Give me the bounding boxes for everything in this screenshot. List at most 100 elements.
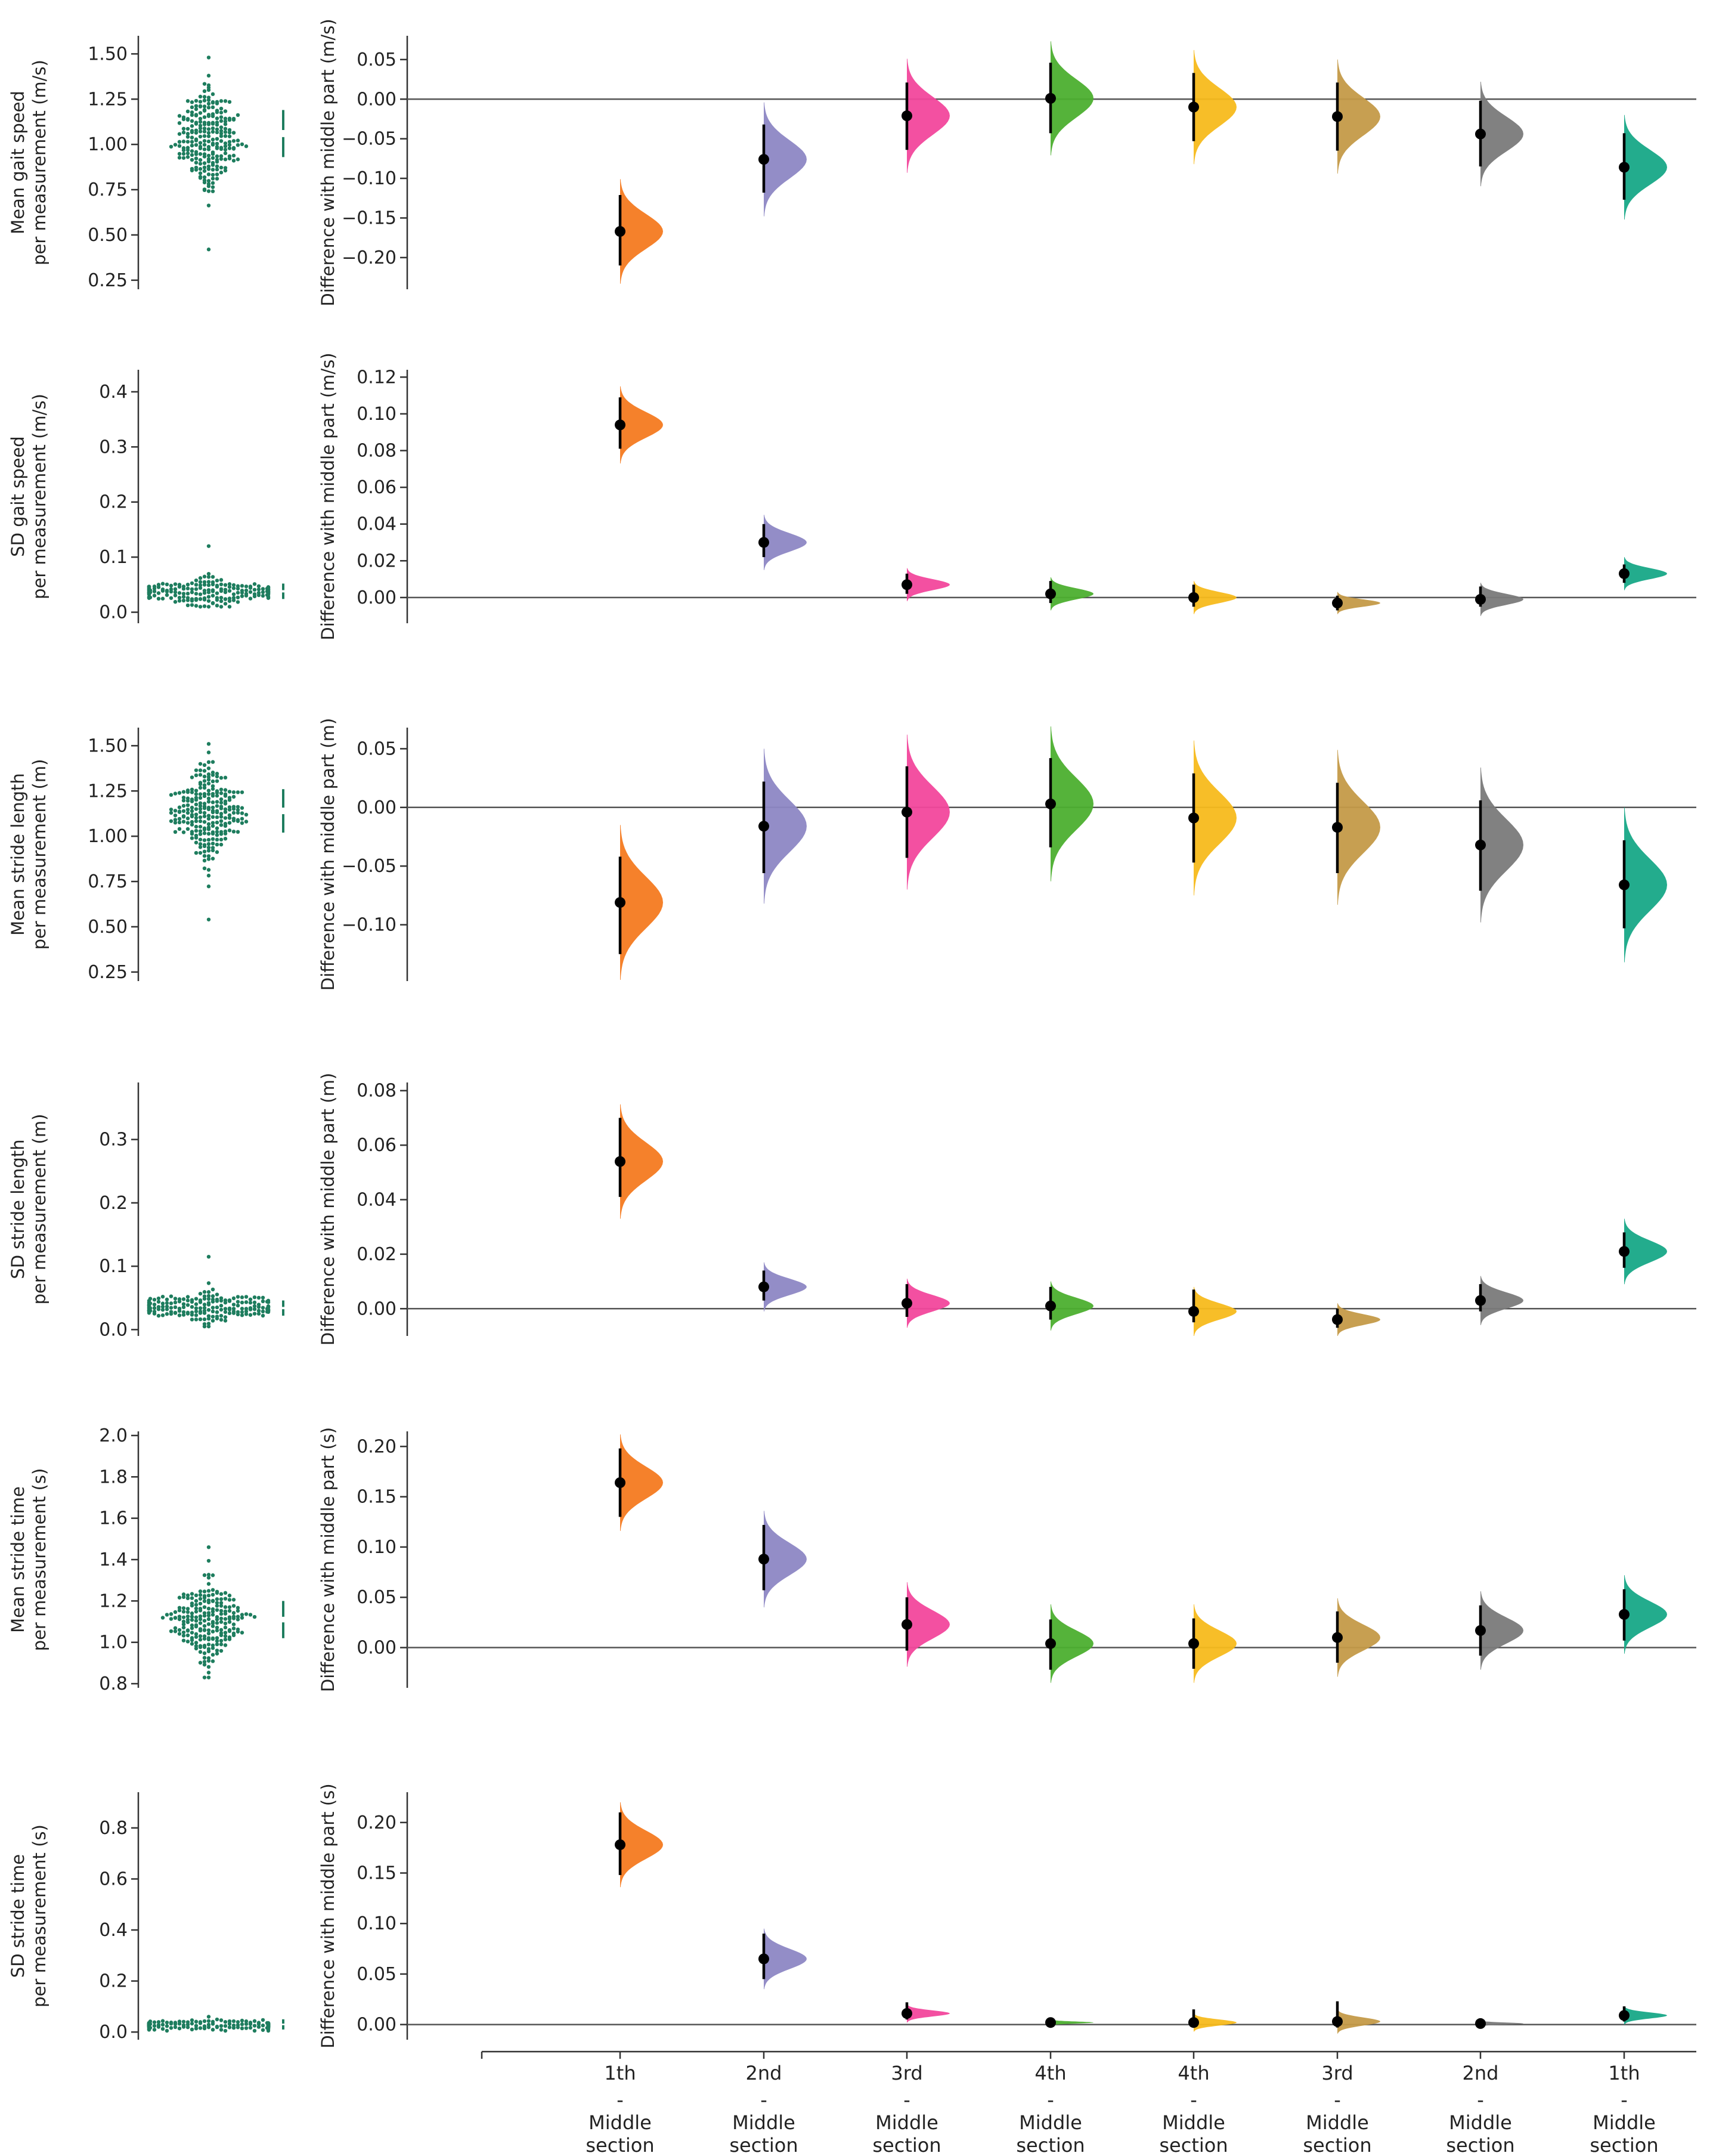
raw-data-point xyxy=(194,113,199,117)
raw-data-point xyxy=(169,819,174,823)
raw-data-point xyxy=(190,1596,194,1600)
raw-data-point xyxy=(266,1300,271,1304)
raw-data-point xyxy=(215,1636,219,1640)
raw-data-point xyxy=(206,884,211,889)
raw-data-point xyxy=(219,1638,224,1643)
raw-data-point xyxy=(202,858,207,863)
raw-y-tick-label: 1.2 xyxy=(99,1591,128,1611)
raw-data-point xyxy=(223,824,228,828)
raw-data-point xyxy=(202,139,207,143)
raw-data-point xyxy=(210,1588,215,1592)
raw-data-point xyxy=(223,1310,228,1314)
raw-data-point xyxy=(198,804,203,808)
raw-data-point xyxy=(194,1599,199,1603)
raw-data-point xyxy=(177,2026,182,2031)
diff-y-tick-label: 0.00 xyxy=(357,797,397,818)
raw-data-point xyxy=(198,773,203,777)
raw-y-tick-label: 0.2 xyxy=(99,1193,128,1214)
effect-size-point-7 xyxy=(1475,1295,1486,1306)
raw-data-point xyxy=(231,794,236,799)
raw-data-point xyxy=(181,1622,186,1626)
raw-data-point xyxy=(198,1306,203,1310)
raw-y-tick-label: 0.6 xyxy=(99,1869,128,1889)
raw-data-point xyxy=(190,105,194,110)
diff-y-tick-label: 0.02 xyxy=(357,1244,397,1265)
raw-data-point xyxy=(219,823,224,827)
effect-size-point-3 xyxy=(902,2007,912,2019)
raw-data-point xyxy=(215,1651,219,1656)
raw-data-point xyxy=(236,1617,240,1622)
raw-data-point xyxy=(231,117,236,122)
raw-data-point xyxy=(219,2018,224,2022)
diff-y-tick-label: 0.10 xyxy=(357,404,397,425)
raw-data-point xyxy=(210,821,215,825)
raw-data-point xyxy=(173,813,178,818)
raw-data-point xyxy=(198,104,203,109)
raw-data-point xyxy=(202,2026,207,2031)
raw-data-point xyxy=(190,1317,194,1322)
raw-data-point xyxy=(261,1309,265,1314)
raw-data-point xyxy=(210,1653,215,1657)
raw-data-point xyxy=(219,787,224,791)
raw-data-point xyxy=(202,783,207,787)
raw-data-point xyxy=(256,584,261,588)
raw-data-point xyxy=(219,157,224,161)
raw-data-point xyxy=(227,1299,232,1303)
raw-data-point xyxy=(227,130,232,135)
raw-data-point xyxy=(156,1296,161,1301)
raw-data-point xyxy=(198,111,203,115)
raw-data-point xyxy=(202,1573,207,1577)
raw-data-point xyxy=(231,583,236,587)
raw-y-tick-label: 0.50 xyxy=(88,917,128,938)
raw-data-point xyxy=(202,134,207,138)
raw-y-tick-label: 0.2 xyxy=(99,1971,128,1992)
raw-data-point xyxy=(194,1306,199,1310)
raw-data-point xyxy=(202,1645,207,1649)
raw-y-tick-label: 1.50 xyxy=(88,44,128,64)
diff-y-axis-title: Difference with middle part (m) xyxy=(318,718,338,991)
raw-data-point xyxy=(206,1290,211,1294)
raw-data-point xyxy=(173,143,178,147)
raw-data-point xyxy=(236,138,240,143)
raw-data-point xyxy=(165,1613,169,1617)
raw-data-point xyxy=(198,597,203,601)
raw-data-point xyxy=(156,1307,161,1311)
raw-data-point xyxy=(219,589,224,593)
raw-data-point xyxy=(202,774,207,779)
comparison-label-dash: - xyxy=(903,2089,910,2111)
raw-y-tick-label: 0.3 xyxy=(99,1130,128,1150)
comparison-label-section: section xyxy=(586,2134,654,2156)
raw-data-point xyxy=(206,1297,211,1301)
raw-data-point xyxy=(190,799,194,803)
raw-data-point xyxy=(202,1306,207,1310)
raw-data-point xyxy=(256,2025,261,2029)
raw-data-point xyxy=(227,143,232,147)
raw-data-point xyxy=(219,1597,224,1601)
raw-data-point xyxy=(198,157,203,162)
raw-y-tick-label: 1.00 xyxy=(88,826,128,847)
raw-data-point xyxy=(198,1638,203,1642)
raw-data-point xyxy=(215,127,219,131)
raw-data-point xyxy=(198,829,203,833)
raw-data-point xyxy=(210,1306,215,1310)
raw-data-point xyxy=(198,1634,203,1638)
raw-data-point xyxy=(256,593,261,598)
raw-data-point xyxy=(206,778,211,782)
raw-data-point xyxy=(240,1613,244,1617)
bootstrap-distribution-2 xyxy=(764,515,807,570)
raw-data-point xyxy=(206,1316,211,1321)
raw-data-point xyxy=(185,1629,190,1633)
raw-data-point xyxy=(210,837,215,842)
raw-data-point xyxy=(231,1616,236,1620)
raw-data-point xyxy=(206,1622,211,1626)
raw-data-point xyxy=(152,586,157,591)
effect-size-point-7 xyxy=(1475,839,1486,850)
raw-data-point xyxy=(206,88,211,92)
raw-data-point xyxy=(219,842,224,847)
raw-data-point xyxy=(198,119,203,124)
raw-data-point xyxy=(206,1322,211,1326)
raw-data-point xyxy=(198,1601,203,1606)
raw-data-point xyxy=(223,2019,228,2024)
raw-data-point xyxy=(231,147,236,151)
raw-data-point xyxy=(160,1313,165,1317)
